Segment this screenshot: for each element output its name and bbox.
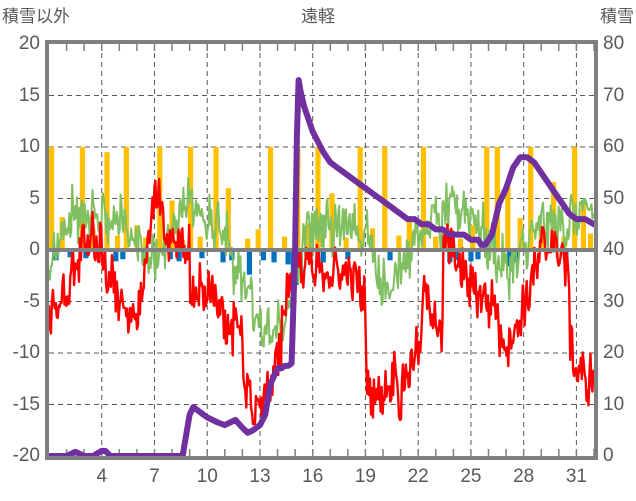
y-tick--15: -15 (12, 393, 40, 415)
x-tick-7: 7 (149, 466, 160, 487)
x-tick-28: 28 (513, 466, 535, 487)
y-tick-0: 0 (29, 239, 40, 260)
page-title: 遠軽 (301, 7, 335, 26)
y-tick-5: 5 (29, 187, 40, 209)
x-tick-16: 16 (302, 466, 324, 487)
y2-tick-20: 20 (603, 342, 625, 363)
y2-tick-0: 0 (603, 445, 614, 466)
y-tick-10: 10 (18, 136, 40, 157)
chart-plot-area (45, 40, 598, 460)
x-tick-31: 31 (565, 466, 587, 487)
x-tick-10: 10 (196, 466, 218, 487)
x-tick-13: 13 (249, 466, 271, 487)
chart-svg (49, 44, 594, 456)
x-tick-25: 25 (460, 466, 482, 487)
chart-canvas (49, 44, 594, 456)
y2-tick-30: 30 (603, 290, 625, 312)
x-tick-19: 19 (354, 466, 376, 487)
y-tick-15: 15 (18, 84, 40, 106)
y2-tick-70: 70 (603, 84, 625, 106)
y-tick--10: -10 (12, 342, 40, 363)
left-axis-title: 積雪以外 (2, 7, 70, 26)
y-tick--5: -5 (23, 290, 40, 312)
y-tick-20: 20 (18, 33, 40, 54)
y2-tick-80: 80 (603, 33, 625, 54)
x-tick-4: 4 (96, 466, 108, 487)
y2-tick-10: 10 (603, 393, 625, 415)
x-tick-22: 22 (407, 466, 429, 487)
y2-tick-40: 40 (603, 239, 625, 260)
y-tick--20: -20 (12, 445, 40, 466)
y2-tick-50: 50 (603, 187, 625, 209)
y2-tick-60: 60 (603, 136, 625, 157)
right-axis-title: 積雪 (600, 7, 634, 26)
